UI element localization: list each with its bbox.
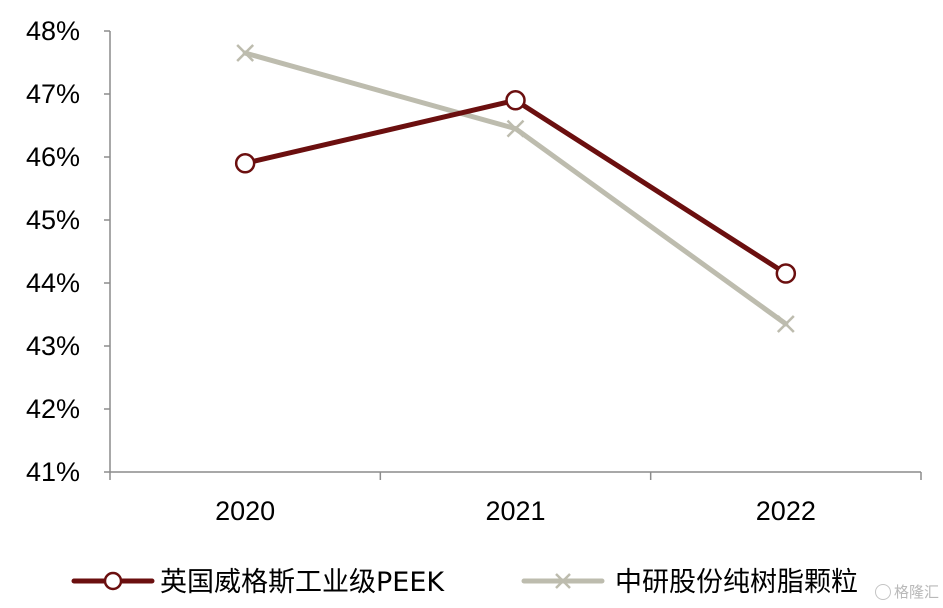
- legend-marker: [555, 573, 571, 589]
- y-tick-label: 43%: [26, 331, 80, 361]
- x-tick-label: 2022: [756, 496, 816, 526]
- data-point-x: [236, 44, 255, 62]
- legend-label: 中研股份纯树脂颗粒: [615, 567, 858, 598]
- watermark-text: 格隆汇: [893, 583, 939, 601]
- data-point-circle: [505, 90, 526, 111]
- legend-marker: [103, 571, 123, 591]
- x-tick-label: 2020: [215, 496, 275, 526]
- legend-item-2: 中研股份纯树脂颗粒: [521, 567, 858, 598]
- legend: 英国威格斯工业级PEEK 中研股份纯树脂颗粒: [71, 567, 858, 598]
- data-point-x: [776, 315, 795, 333]
- data-point-circle: [775, 263, 797, 284]
- chart-axes: [104, 30, 922, 480]
- y-axis-labels: 41% 42% 43% 44% 45% 46% 47% 48%: [26, 16, 80, 487]
- legend-item-1: 英国威格斯工业级PEEK: [71, 567, 445, 598]
- data-point-x: [506, 119, 525, 138]
- data-point-circle: [234, 153, 256, 174]
- series-markers: [234, 44, 797, 333]
- y-tick-label: 42%: [26, 394, 80, 424]
- y-tick-label: 44%: [26, 268, 80, 298]
- y-tick-label: 46%: [26, 142, 80, 172]
- watermark-logo-icon: [874, 583, 891, 600]
- x-tick-label: 2021: [485, 496, 545, 526]
- y-tick-label: 41%: [26, 457, 80, 487]
- legend-label: 英国威格斯工业级PEEK: [160, 567, 445, 598]
- watermark: 格隆汇: [874, 581, 939, 602]
- y-tick-label: 45%: [26, 205, 80, 235]
- y-tick-label: 47%: [26, 79, 80, 109]
- y-tick-label: 48%: [26, 16, 80, 46]
- x-axis-labels: 2020 2021 2022: [215, 496, 816, 526]
